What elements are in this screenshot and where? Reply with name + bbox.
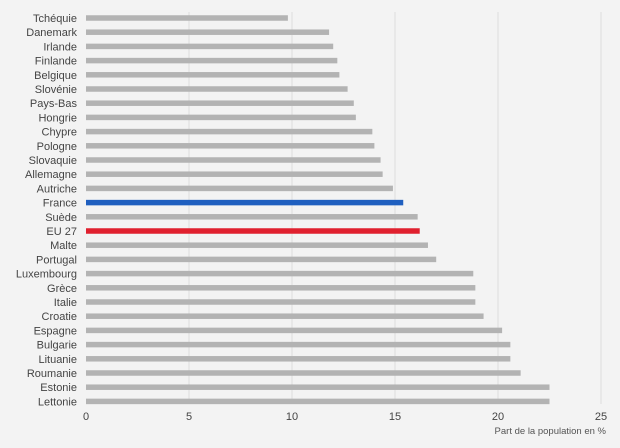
bar-0: [86, 15, 288, 21]
x-tick-label-0: 0: [83, 411, 89, 423]
x-tick-label-1: 5: [186, 411, 192, 423]
x-axis-ticks: 0 5 10 15 20 25: [83, 411, 607, 423]
category-label-22: Espagne: [34, 325, 77, 337]
bar-27: [86, 398, 550, 405]
category-label-24: Lituanie: [38, 354, 77, 366]
bar-13: [86, 199, 404, 206]
category-label-26: Estonie: [40, 382, 77, 394]
bar-9: [86, 143, 375, 149]
category-label-13: France: [43, 198, 77, 210]
x-tick-label-4: 20: [492, 411, 504, 423]
category-label-2: Irlande: [43, 41, 77, 53]
category-label-27: Lettonie: [38, 396, 77, 408]
category-label-8: Chypre: [42, 127, 77, 139]
bar-16: [86, 242, 428, 248]
category-label-12: Autriche: [37, 183, 77, 195]
x-tick-label-2: 10: [286, 411, 298, 423]
bar-25: [86, 370, 521, 376]
category-label-4: Belgique: [34, 70, 77, 82]
bar-4: [86, 72, 340, 78]
bar-2: [86, 43, 334, 50]
category-label-18: Luxembourg: [16, 269, 77, 281]
category-label-3: Finlande: [35, 56, 77, 68]
category-labels: Tchéquie Danemark Irlande Finlande Belgique S…: [16, 13, 78, 408]
x-tick-label-3: 15: [389, 411, 401, 423]
category-label-16: Malte: [50, 240, 77, 252]
category-label-17: Portugal: [36, 254, 77, 266]
bar-18: [86, 270, 474, 277]
category-label-6: Pays-Bas: [30, 98, 78, 110]
x-axis-title: Part de la population en %: [495, 426, 607, 437]
bar-1: [86, 29, 330, 35]
category-label-0: Tchéquie: [33, 13, 77, 25]
bar-12: [86, 185, 393, 192]
bar-17: [86, 256, 437, 263]
category-label-1: Danemark: [26, 27, 77, 39]
bars: [86, 15, 550, 405]
bar-14: [86, 214, 418, 220]
category-label-14: Suède: [45, 212, 77, 224]
category-label-25: Roumanie: [27, 368, 77, 380]
bar-7: [86, 114, 356, 121]
bar-19: [86, 285, 476, 291]
category-label-19: Grèce: [47, 283, 77, 295]
category-label-11: Allemagne: [25, 169, 77, 181]
bar-22: [86, 327, 503, 334]
bar-11: [86, 171, 383, 177]
bar-3: [86, 57, 338, 64]
category-label-7: Hongrie: [38, 112, 77, 124]
bar-20: [86, 299, 476, 305]
bar-10: [86, 157, 381, 163]
x-tick-label-5: 25: [595, 411, 607, 423]
bar-21: [86, 313, 484, 319]
category-label-23: Bulgarie: [37, 340, 77, 352]
bar-8: [86, 128, 373, 135]
category-label-15: EU 27: [46, 226, 77, 238]
bar-24: [86, 356, 511, 362]
bar-26: [86, 384, 550, 390]
bar-23: [86, 341, 511, 348]
category-label-5: Slovénie: [35, 84, 77, 96]
bar-5: [86, 86, 348, 92]
category-label-10: Slovaquie: [29, 155, 77, 167]
category-label-20: Italie: [54, 297, 77, 309]
category-label-21: Croatie: [42, 311, 77, 323]
category-label-9: Pologne: [37, 141, 77, 153]
bar-6: [86, 100, 354, 106]
bar-15: [86, 228, 420, 234]
